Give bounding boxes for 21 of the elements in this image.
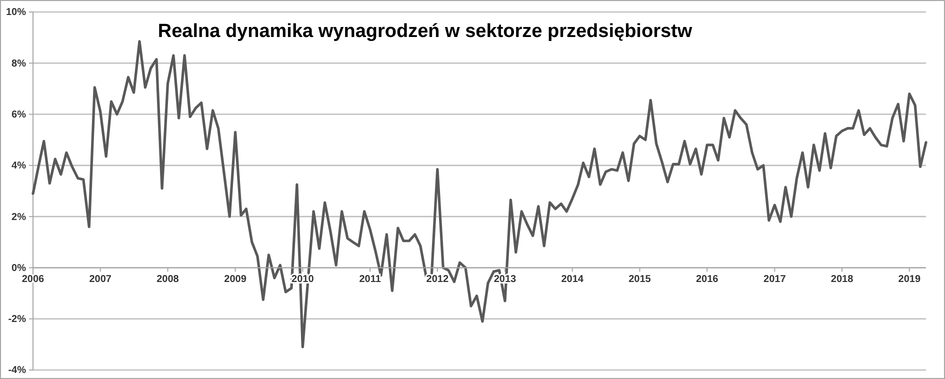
text: Realna dynamika wynagrodzeń w sektorze przedsiębiorstw [158, 21, 692, 42]
y-tick-label: 10% [6, 7, 26, 18]
x-tick-label: 2018 [830, 274, 854, 285]
x-tick-label: 2009 [224, 274, 247, 285]
x-tick-label: 2007 [89, 274, 112, 285]
y-tick-label: 4% [12, 160, 26, 172]
x-tick-label: 2012 [426, 274, 449, 285]
y-tick-label: 8% [12, 58, 26, 70]
x-tick-label: 2011 [359, 274, 382, 285]
x-tick-label: 2008 [156, 274, 180, 285]
y-tick-label: -2% [8, 314, 26, 326]
x-tick-label: 2017 [764, 274, 786, 285]
y-tick-label: 0% [12, 262, 26, 274]
x-tick-label: 2015 [628, 274, 652, 285]
y-tick-label: -4% [8, 365, 26, 376]
y-tick-label: 2% [12, 212, 26, 223]
x-tick-label: 2019 [898, 274, 921, 285]
x-tick-label: 2014 [561, 274, 584, 285]
y-tick-label: 6% [12, 109, 26, 120]
x-tick-label: 2016 [696, 274, 719, 285]
x-tick-label: 2006 [22, 274, 45, 285]
